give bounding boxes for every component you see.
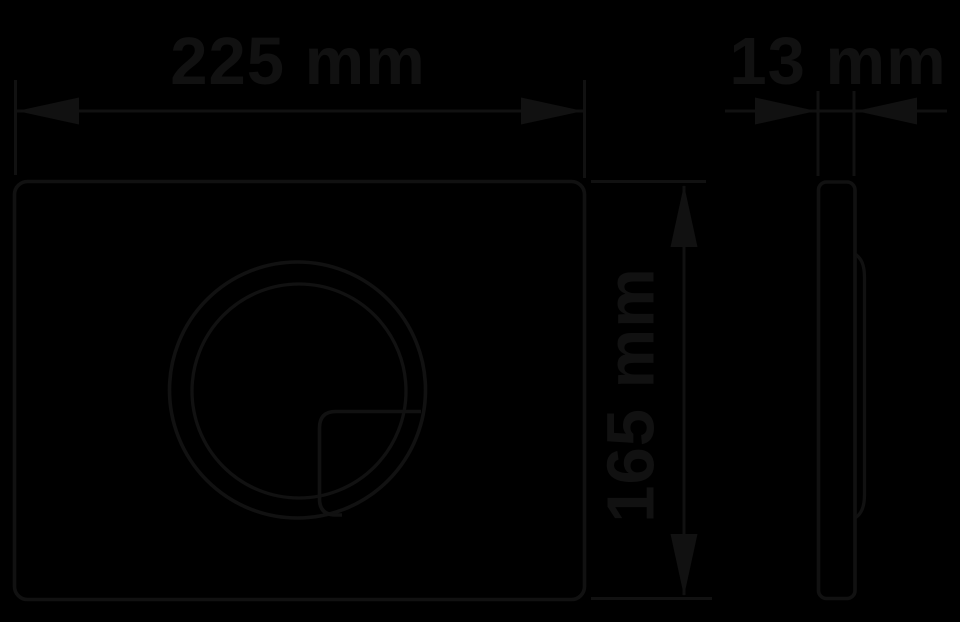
height-arrowhead-down-icon bbox=[670, 534, 698, 596]
height-dimension-label: 165 mm bbox=[593, 267, 669, 523]
height-arrowhead-up-icon bbox=[670, 185, 698, 247]
button-ring-outer-circle bbox=[167, 260, 428, 520]
button-square-outline bbox=[317, 409, 421, 517]
button-ring-inner-circle bbox=[190, 282, 408, 500]
front-view-plate-outline bbox=[12, 179, 587, 602]
width-arrowhead-right-icon bbox=[521, 97, 583, 125]
width-arrowhead-left-icon bbox=[17, 97, 79, 125]
depth-arrowhead-inward-right-icon bbox=[856, 97, 917, 125]
depth-dimension-label: 13 mm bbox=[729, 24, 947, 99]
depth-arrowhead-inward-left-icon bbox=[755, 97, 816, 125]
width-dimension-label: 225 mm bbox=[170, 24, 426, 99]
side-view-plate-outline bbox=[816, 180, 857, 601]
side-view-button-bulge bbox=[854, 252, 867, 520]
